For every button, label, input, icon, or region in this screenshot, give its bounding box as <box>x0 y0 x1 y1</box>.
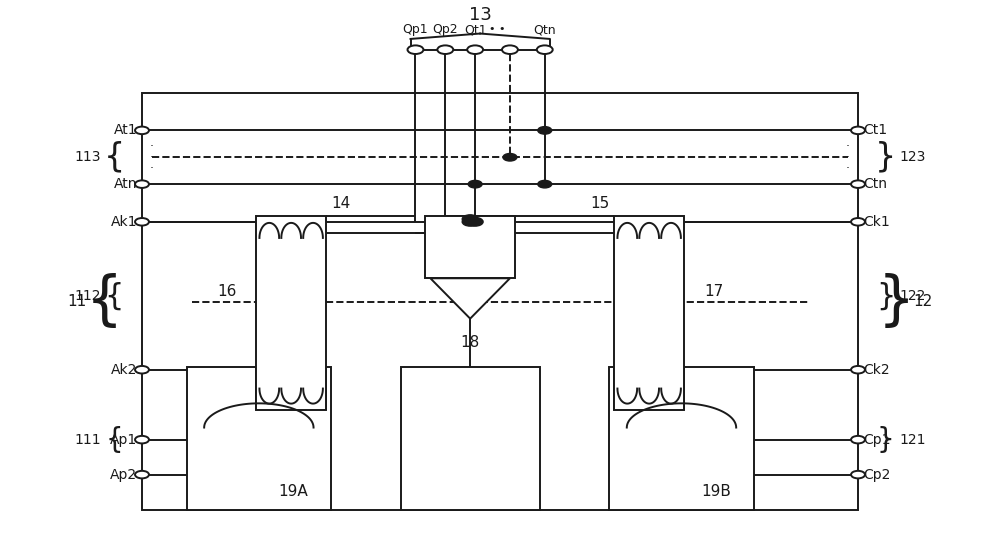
Text: Ct1: Ct1 <box>863 123 887 138</box>
Circle shape <box>135 126 149 134</box>
Text: 18: 18 <box>461 335 480 350</box>
Circle shape <box>437 46 453 54</box>
Text: 17: 17 <box>704 284 723 299</box>
Text: Qt1: Qt1 <box>464 23 486 36</box>
Text: {: { <box>104 281 124 310</box>
Circle shape <box>462 217 478 226</box>
Text: Ck1: Ck1 <box>863 215 890 229</box>
Text: 122: 122 <box>900 289 926 302</box>
Text: 123: 123 <box>900 150 926 164</box>
Text: 12: 12 <box>913 294 932 309</box>
Circle shape <box>135 180 149 188</box>
Bar <box>256 217 326 410</box>
Text: }: } <box>877 273 914 329</box>
Text: Atn: Atn <box>114 177 137 191</box>
Text: }: } <box>875 141 896 174</box>
Circle shape <box>851 366 865 373</box>
Circle shape <box>408 46 423 54</box>
Circle shape <box>851 180 865 188</box>
Circle shape <box>502 46 518 54</box>
Circle shape <box>538 126 552 134</box>
Text: At1: At1 <box>113 123 137 138</box>
Circle shape <box>851 436 865 443</box>
Text: {: { <box>104 141 125 174</box>
Text: Ctn: Ctn <box>863 177 887 191</box>
Text: 113: 113 <box>74 150 101 164</box>
Text: Cp2: Cp2 <box>863 468 890 482</box>
Text: 19B: 19B <box>701 484 731 499</box>
Text: {: { <box>86 273 123 329</box>
Text: Ap1: Ap1 <box>110 433 137 447</box>
Text: 11: 11 <box>68 294 87 309</box>
Text: 13: 13 <box>469 6 492 24</box>
Text: ·
·
·: · · · <box>846 140 850 175</box>
Text: Ak1: Ak1 <box>111 215 137 229</box>
Circle shape <box>135 436 149 443</box>
Text: Ck2: Ck2 <box>863 362 890 377</box>
Bar <box>142 93 858 509</box>
Circle shape <box>851 218 865 226</box>
Circle shape <box>851 126 865 134</box>
Circle shape <box>851 471 865 478</box>
Text: 14: 14 <box>331 196 350 211</box>
Circle shape <box>503 153 517 161</box>
Circle shape <box>135 366 149 373</box>
Text: ·
·
·: · · · <box>150 140 154 175</box>
Circle shape <box>537 46 553 54</box>
Circle shape <box>467 46 483 54</box>
Text: Qp2: Qp2 <box>432 23 458 36</box>
Circle shape <box>538 180 552 188</box>
Text: 111: 111 <box>74 433 101 447</box>
Circle shape <box>468 180 482 188</box>
Text: }: } <box>877 426 895 454</box>
Circle shape <box>135 471 149 478</box>
Text: Ak2: Ak2 <box>111 362 137 377</box>
Text: }: } <box>876 281 896 310</box>
Bar <box>187 367 331 509</box>
Circle shape <box>467 217 483 226</box>
Text: Qp1: Qp1 <box>403 23 428 36</box>
Text: Qtn: Qtn <box>533 23 556 36</box>
Text: • •: • • <box>489 24 506 34</box>
Circle shape <box>135 218 149 226</box>
Text: 19A: 19A <box>279 484 308 499</box>
Text: Cp1: Cp1 <box>863 433 890 447</box>
Text: 15: 15 <box>590 196 609 211</box>
Circle shape <box>462 215 478 223</box>
Text: 112: 112 <box>74 289 101 302</box>
Bar <box>401 367 540 509</box>
Bar <box>614 217 684 410</box>
Bar <box>609 367 754 509</box>
Text: Ap2: Ap2 <box>110 468 137 482</box>
Bar <box>425 217 515 278</box>
Text: 16: 16 <box>217 284 236 299</box>
Text: 121: 121 <box>899 433 926 447</box>
Polygon shape <box>430 278 510 318</box>
Text: {: { <box>105 426 123 454</box>
